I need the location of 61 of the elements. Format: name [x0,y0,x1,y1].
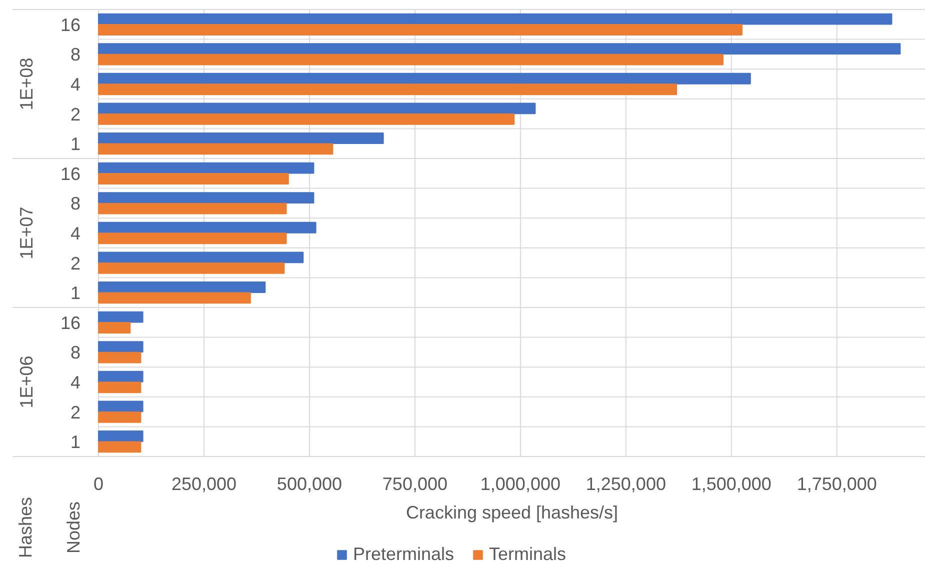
bar [98,341,144,353]
bar [98,54,724,66]
legend-label: Preterminals [353,544,454,565]
bar [98,202,287,214]
bar [98,322,131,334]
y-tick-label: 2 [70,253,81,274]
bar [98,24,742,36]
bar [98,262,285,274]
bar [98,232,287,244]
y-tick-label: 8 [70,44,81,65]
y-tick-label: 2 [70,402,81,422]
y-tick-label: 16 [60,312,81,333]
x-tick-label: 1,250,000 [586,474,666,494]
y-tick-label: 2 [70,104,81,124]
y-tick-label: 4 [70,224,81,244]
bar [98,13,892,25]
bar [98,162,314,174]
x-tick-label: 1,000,000 [480,474,560,494]
bar [98,84,678,96]
bar [98,352,142,364]
bar [98,132,384,144]
y-tick-label: 16 [60,164,81,184]
y-tick-label: 16 [60,14,81,35]
bar [98,43,901,55]
legend-label: Terminals [489,544,566,565]
bar [98,430,144,442]
bar [98,192,314,204]
x-tick-label: 250,000 [171,474,237,494]
bar [98,173,289,184]
bar [98,382,142,394]
bar [98,113,515,125]
x-tick-label: 1,750,000 [796,474,877,494]
y-tick-label: 1 [70,283,81,304]
x-tick-label: 750,000 [382,474,448,494]
bar [98,252,304,264]
x-axis-title: Cracking speed [hashes/s] [406,502,618,522]
x-tick-label: 500,000 [276,474,342,494]
bar [98,222,316,234]
text: 1E+06 [16,356,36,408]
text: Nodes [64,501,84,554]
bar [98,72,751,84]
x-tick-label: 0 [93,474,104,494]
y-tick-label: 8 [70,342,81,363]
text: 1E+08 [16,58,36,110]
bar [98,282,266,293]
bar [98,102,536,114]
bar [98,411,142,423]
bar [98,370,144,382]
y-tick-label: 4 [70,74,81,94]
bar [98,311,144,323]
y-tick-label: 8 [70,194,81,214]
y-tick-label: 1 [70,432,81,452]
x-tick-label: 1,500,000 [691,474,772,494]
text: 1E+07 [16,206,36,260]
bar [98,292,251,304]
y-tick-label: 4 [70,372,81,392]
bar [98,143,334,155]
y-tick-label: 1 [70,134,81,154]
text: Hashes [16,496,36,558]
bar [98,400,144,412]
bar [98,441,142,453]
